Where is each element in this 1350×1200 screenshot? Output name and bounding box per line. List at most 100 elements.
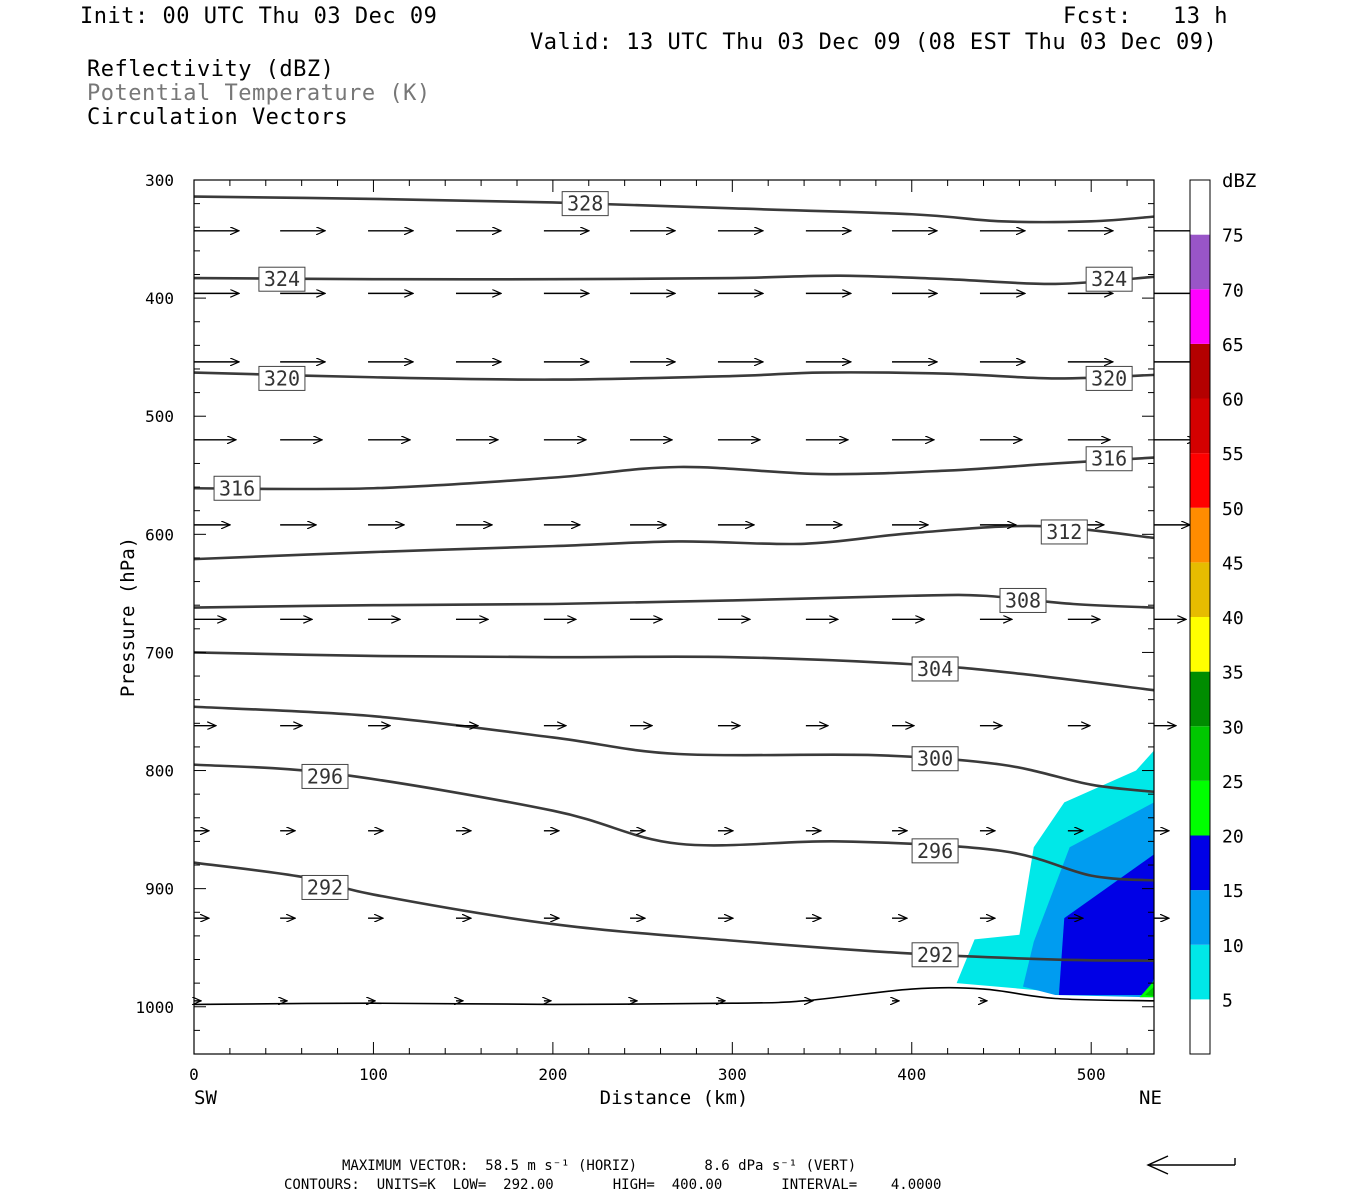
x-tick-label: 100	[359, 1065, 388, 1084]
theta-contour-300	[193, 705, 1155, 794]
field-theta-label: Potential Temperature (K)	[87, 81, 431, 106]
y-tick-label: 700	[145, 643, 174, 662]
theta-contour-304	[193, 651, 1155, 692]
colorbar-bin-70	[1190, 234, 1210, 290]
colorbar-tick-label: 25	[1222, 772, 1244, 793]
contour-label-box	[561, 191, 609, 217]
reference-vector-arrow	[1146, 1155, 1236, 1175]
y-axis-title: Pressure (hPa)	[117, 537, 139, 697]
colorbar-title: dBZ	[1222, 170, 1256, 192]
theta-contour-324	[193, 274, 1155, 286]
contour-label-328: 328	[567, 192, 603, 216]
field-vectors-label: Circulation Vectors	[87, 105, 349, 130]
contour-label-292: 292	[917, 943, 953, 967]
colorbar-bin-20	[1190, 780, 1210, 836]
colorbar-bin-40	[1190, 562, 1210, 617]
reflectivity-25dbz-region	[1145, 986, 1154, 997]
theta-contour-320	[193, 371, 1155, 381]
colorbar-bin-5	[1190, 944, 1210, 1000]
contour-label-box	[1085, 365, 1133, 391]
x-axis-title: Distance (km)	[600, 1087, 749, 1109]
forecast-hour: Fcst: 13 h	[1063, 4, 1228, 29]
contour-label-box	[258, 365, 306, 391]
contour-label-box	[1085, 266, 1133, 292]
colorbar-bin-55	[1190, 398, 1210, 454]
field-reflectivity-label: Reflectivity (dBZ)	[87, 57, 335, 82]
colorbar-tick-label: 35	[1222, 663, 1244, 684]
colorbar-bin-35	[1190, 617, 1210, 672]
contour-label-box	[1040, 519, 1088, 545]
theta-contour-312	[193, 524, 1155, 561]
contour-label-box	[911, 656, 959, 682]
colorbar-tick-label: 60	[1222, 390, 1244, 411]
contour-label-box	[1085, 446, 1133, 472]
colorbar-tick-label: 40	[1222, 608, 1244, 629]
colorbar-tick-label: 75	[1222, 226, 1244, 247]
colorbar-tick-label: 50	[1222, 499, 1244, 520]
colorbar-tick-label: 30	[1222, 717, 1244, 738]
contour-label-box	[911, 746, 959, 772]
valid-time: Valid: 13 UTC Thu 03 Dec 09 (08 EST Thu …	[530, 30, 1218, 55]
colorbar-frame	[1189, 179, 1211, 1055]
colorbar-bin-75	[1190, 180, 1210, 235]
contour-label-296: 296	[307, 764, 343, 788]
x-left-direction-label: SW	[194, 1087, 217, 1109]
colorbar-bin-15	[1190, 835, 1210, 891]
colorbar-bin-65	[1190, 289, 1210, 344]
contour-label-292: 292	[307, 875, 343, 899]
init-time: Init: 00 UTC Thu 03 Dec 09	[80, 4, 438, 29]
contour-label-box	[213, 475, 261, 501]
x-tick-label: 300	[718, 1065, 747, 1084]
y-tick-label: 600	[145, 525, 174, 544]
y-tick-label: 400	[145, 289, 174, 308]
contour-label-324: 324	[264, 267, 300, 291]
contour-info: CONTOURS: UNITS=K LOW= 292.00 HIGH= 400.…	[284, 1177, 942, 1193]
theta-contour-328	[193, 195, 1155, 224]
y-tick-label: 300	[145, 171, 174, 190]
plot-frame	[193, 179, 1155, 1055]
contour-label-box	[301, 763, 349, 789]
x-tick-label: 400	[897, 1065, 926, 1084]
contour-label-box	[301, 874, 349, 900]
contour-label-308: 308	[1005, 588, 1041, 612]
colorbar-tick-label: 20	[1222, 827, 1244, 848]
colorbar-tick-label: 70	[1222, 280, 1244, 301]
contour-label-300: 300	[917, 747, 953, 771]
contour-label-box	[911, 942, 959, 968]
surface-pressure-line	[193, 986, 1155, 1006]
max-vector-info: MAXIMUM VECTOR: 58.5 m s⁻¹ (HORIZ) 8.6 d…	[342, 1158, 857, 1174]
contour-label-304: 304	[917, 657, 953, 681]
colorbar-tick-label: 5	[1222, 990, 1233, 1011]
contour-label-324: 324	[1091, 267, 1127, 291]
contour-label-296: 296	[917, 839, 953, 863]
y-tick-label: 1000	[135, 998, 174, 1017]
contour-label-312: 312	[1046, 520, 1082, 544]
colorbar-tick-label: 65	[1222, 335, 1244, 356]
x-tick-label: 200	[538, 1065, 567, 1084]
colorbar-bin-25	[1190, 726, 1210, 781]
contour-label-316: 316	[1091, 447, 1127, 471]
x-tick-label: 0	[189, 1065, 199, 1084]
colorbar-bin-0	[1190, 999, 1210, 1054]
colorbar-tick-label: 45	[1222, 553, 1244, 574]
colorbar-bin-60	[1190, 343, 1210, 399]
colorbar-bin-30	[1190, 671, 1210, 727]
colorbar-bin-45	[1190, 507, 1210, 563]
contour-label-box	[258, 266, 306, 292]
x-tick-label: 500	[1077, 1065, 1106, 1084]
contour-label-316: 316	[219, 476, 255, 500]
colorbar-bin-10	[1190, 890, 1210, 945]
contour-label-320: 320	[1091, 366, 1127, 390]
contour-label-box	[911, 838, 959, 864]
colorbar-tick-label: 10	[1222, 936, 1244, 957]
theta-contour-316	[193, 456, 1155, 491]
contour-label-320: 320	[264, 366, 300, 390]
contour-label-box	[999, 587, 1047, 613]
colorbar-tick-label: 15	[1222, 881, 1244, 902]
y-tick-label: 500	[145, 407, 174, 426]
x-right-direction-label: NE	[1139, 1087, 1162, 1109]
colorbar-tick-label: 55	[1222, 444, 1244, 465]
y-tick-label: 900	[145, 880, 174, 899]
colorbar-bin-50	[1190, 453, 1210, 508]
